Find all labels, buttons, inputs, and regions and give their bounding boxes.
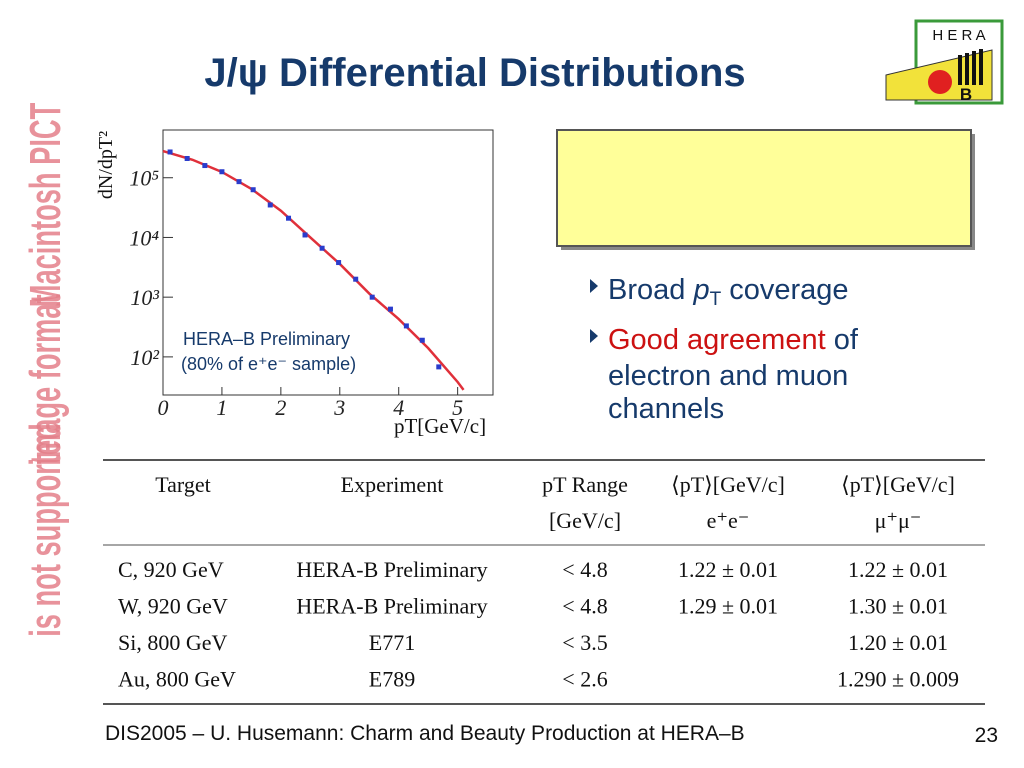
data-point xyxy=(387,306,393,312)
column-unit: [GeV/c] xyxy=(549,508,621,533)
table-cell: < 4.8 xyxy=(562,594,607,619)
table-cell: 1.22 ± 0.01 xyxy=(848,557,948,582)
table-cell: E771 xyxy=(369,630,415,655)
bullets: Broad pT coverage Good agreement of electr… xyxy=(590,274,859,425)
logo-bar xyxy=(958,55,962,85)
side-notice: Macintosh PICT image format is not suppo… xyxy=(20,103,69,637)
chart: 0 1 2 3 4 5 10² 10³ 10⁴ 10⁵ dN/dpT² pT[GeV/c] HERA–B… xyxy=(95,129,494,438)
bullet-text: electron and muon xyxy=(608,360,848,392)
bullet-marker xyxy=(590,279,598,293)
table-cell: Au, 800 GeV xyxy=(118,667,236,692)
x-axis-label: pT[GeV/c] xyxy=(394,414,486,438)
annotation: HERA–B Preliminary xyxy=(183,329,350,349)
column-unit: μ⁺μ⁻ xyxy=(875,508,922,533)
data-point xyxy=(250,187,256,193)
table-cell: 1.30 ± 0.01 xyxy=(848,594,948,619)
fit-line xyxy=(162,149,465,391)
bullet-part: Broad xyxy=(608,274,693,306)
table-cell: 1.29 ± 0.01 xyxy=(678,594,778,619)
side-text: Macintosh PICT xyxy=(20,103,69,308)
x-tick-label: 4 xyxy=(393,395,404,420)
table: Target Experiment pT Range [GeV/c] ⟨pT⟩[GeV/… xyxy=(103,459,985,705)
table-cell: W, 920 GeV xyxy=(118,594,228,619)
side-text: is not supported xyxy=(20,423,69,637)
data-point xyxy=(353,276,359,282)
column-unit: e⁺e⁻ xyxy=(707,508,750,533)
table-cell: Si, 800 GeV xyxy=(118,630,228,655)
column-header: pT Range xyxy=(542,472,628,497)
logo-bar xyxy=(979,49,983,85)
yellow-box xyxy=(556,129,975,250)
column-header: Target xyxy=(155,472,210,497)
x-tick-label: 3 xyxy=(333,395,345,420)
table-cell: < 4.8 xyxy=(562,557,607,582)
bullet-part: p xyxy=(692,274,709,306)
table-cell: HERA-B Preliminary xyxy=(296,594,487,619)
table-cell: 1.22 ± 0.01 xyxy=(678,557,778,582)
data-point xyxy=(319,245,325,251)
plot-frame xyxy=(162,129,494,396)
y-tick-label: 10³ xyxy=(130,285,159,310)
bullet-part: coverage xyxy=(721,274,848,306)
data-point xyxy=(267,202,273,208)
column-header: ⟨pT⟩[GeV/c] xyxy=(671,472,785,497)
logo-bar xyxy=(965,53,969,85)
table-cell: C, 920 GeV xyxy=(118,557,224,582)
y-tick-label: 10⁴ xyxy=(129,225,159,250)
data-point xyxy=(167,149,173,155)
annotation: (80% of e⁺e⁻ sample) xyxy=(181,354,356,374)
box xyxy=(556,129,972,247)
table-cell: E789 xyxy=(369,667,415,692)
data-point xyxy=(403,323,409,329)
side-text: image format xyxy=(20,294,69,465)
column-header: Experiment xyxy=(341,472,444,497)
data-point xyxy=(202,163,208,169)
logo-text: B xyxy=(960,85,972,104)
logo-bar xyxy=(972,51,976,85)
y-tick-label: 10² xyxy=(130,345,159,370)
x-tick-label: 2 xyxy=(275,395,286,420)
bullet-text: channels xyxy=(608,393,724,425)
table-cell: 1.290 ± 0.009 xyxy=(837,667,959,692)
y-axis-label: dN/dpT² xyxy=(95,131,117,199)
table-cell: < 2.6 xyxy=(562,667,607,692)
footer: DIS2005 – U. Husemann: Charm and Beauty … xyxy=(105,722,745,745)
data-point xyxy=(286,215,292,221)
data-point xyxy=(184,155,190,161)
data-point xyxy=(236,179,242,185)
table-cell: HERA-B Preliminary xyxy=(296,557,487,582)
y-tick-label: 10⁵ xyxy=(129,166,159,191)
slide-title: J/ψ Differential Distributions xyxy=(204,51,745,95)
logo-text: H E R A xyxy=(932,27,985,44)
table-cell: < 3.5 xyxy=(562,630,607,655)
logo: H E R A B xyxy=(885,19,1004,105)
data-point xyxy=(219,169,225,175)
data-point xyxy=(336,260,342,266)
bullet-part: of xyxy=(826,324,859,356)
column-header: ⟨pT⟩[GeV/c] xyxy=(841,472,955,497)
table-cell: 1.20 ± 0.01 xyxy=(848,630,948,655)
page-number: 23 xyxy=(975,724,998,747)
x-tick-label: 0 xyxy=(158,395,169,420)
data-point xyxy=(302,232,308,238)
x-tick-label: 1 xyxy=(216,395,227,420)
bullet-text: Good agreement of xyxy=(608,324,859,356)
x-tick-label: 5 xyxy=(452,395,463,420)
bullet-marker xyxy=(590,329,598,343)
data-point xyxy=(436,364,442,370)
bullet-part: Good agreement xyxy=(608,324,826,356)
data-point xyxy=(369,294,375,300)
data-point xyxy=(419,337,425,343)
bullet-text: Broad pT coverage xyxy=(608,274,849,310)
logo-dot xyxy=(928,70,952,94)
bullet-part: T xyxy=(710,289,722,310)
